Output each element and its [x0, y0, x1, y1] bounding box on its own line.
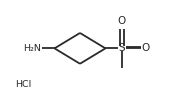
Text: O: O	[142, 43, 150, 53]
Text: H₂N: H₂N	[23, 44, 41, 53]
Text: HCl: HCl	[15, 80, 32, 89]
Text: S: S	[119, 43, 125, 53]
Text: O: O	[118, 16, 126, 26]
